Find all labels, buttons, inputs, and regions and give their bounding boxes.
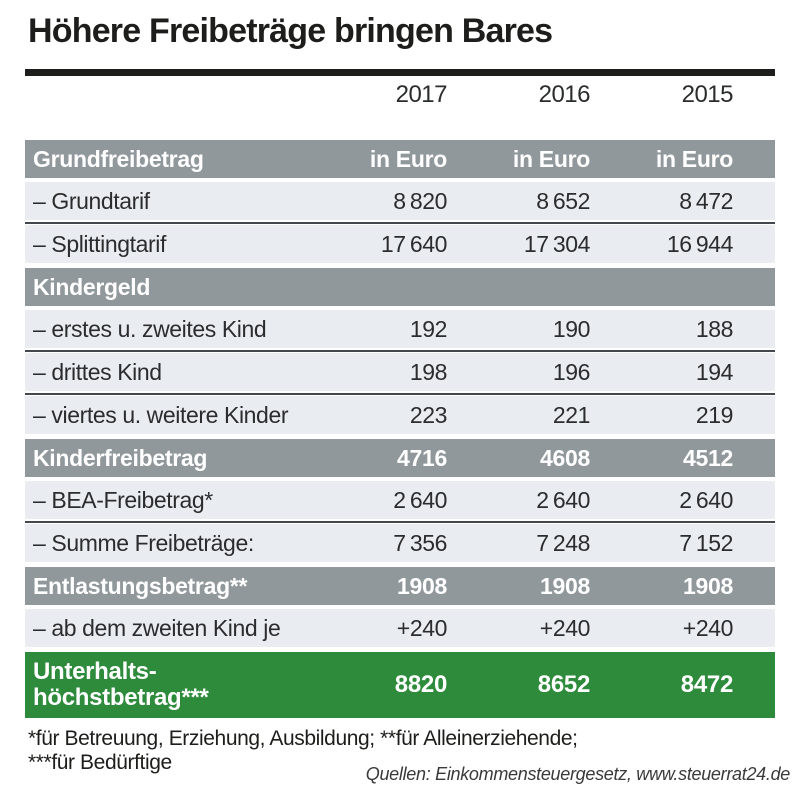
total-row-label-line-1: Unterhalts- xyxy=(33,659,157,685)
source-note: Quellen: Einkommensteuergesetz, www.steu… xyxy=(365,764,791,784)
table-section-entlastungsbetrag: Entlastungsbetrag** 1908 1908 1908 – ab … xyxy=(25,567,775,647)
row-value: +240 xyxy=(539,614,591,641)
year-label-2017: 2017 xyxy=(395,81,448,108)
row-label: – erstes u. zweites Kind xyxy=(33,315,267,342)
row-label: – Grundtarif xyxy=(33,187,150,214)
row-value: 2 640 xyxy=(679,486,733,513)
row-value: 196 xyxy=(552,358,591,385)
row-value: 223 xyxy=(409,401,448,428)
table-section-grundfreibetrag: Grundfreibetrag in Euro in Euro in Euro … xyxy=(25,140,775,263)
section-header-row: Kinderfreibetrag 4716 4608 4512 xyxy=(25,439,775,477)
table-row: – drittes Kind 198 196 194 xyxy=(25,353,775,391)
row-label: – viertes u. weitere Kinder xyxy=(33,401,289,428)
row-value: 192 xyxy=(409,315,448,342)
row-value: 8 472 xyxy=(679,187,733,214)
row-label: – drittes Kind xyxy=(33,358,162,385)
row-separator xyxy=(25,521,775,523)
table-row: – Splittingtarif 17 640 17 304 16 944 xyxy=(25,225,775,263)
section-header-row: Entlastungsbetrag** 1908 1908 1908 xyxy=(25,567,775,605)
row-label: – ab dem zweiten Kind je xyxy=(33,614,281,641)
year-header-row: 2017 2016 2015 xyxy=(25,80,775,110)
total-row-label-line-2: höchstbetrag*** xyxy=(33,684,209,711)
table-row: – viertes u. weitere Kinder 223 221 219 xyxy=(25,396,775,434)
section-header-row: Grundfreibetrag in Euro in Euro in Euro xyxy=(25,140,775,178)
page-title: Höhere Freibeträge bringen Bares xyxy=(28,12,553,50)
section-header-value: 4716 xyxy=(397,444,447,471)
section-header-label: Grundfreibetrag xyxy=(33,145,204,172)
table-row: – ab dem zweiten Kind je +240 +240 +240 xyxy=(25,609,775,647)
section-header-value: in Euro xyxy=(655,145,733,172)
year-label-2015: 2015 xyxy=(681,81,734,108)
table-row: – erstes u. zweites Kind 192 190 188 xyxy=(25,310,775,348)
section-header-value: in Euro xyxy=(369,145,447,172)
table-row: – BEA-Freibetrag* 2 640 2 640 2 640 xyxy=(25,481,775,519)
row-label: – Summe Freibeträge: xyxy=(33,529,254,556)
row-value: 2 640 xyxy=(393,486,447,513)
row-value: 221 xyxy=(552,401,591,428)
year-label-2016: 2016 xyxy=(538,81,591,108)
row-value: 8 652 xyxy=(536,187,590,214)
row-separator xyxy=(25,350,775,352)
row-value: +240 xyxy=(682,614,734,641)
row-value: 190 xyxy=(552,315,591,342)
row-value: 17 304 xyxy=(523,230,591,257)
table-section-kinderfreibetrag: Kinderfreibetrag 4716 4608 4512 – BEA-Fr… xyxy=(25,439,775,562)
footnote-line-2: ***für Bedürftige xyxy=(28,751,172,774)
row-value: 194 xyxy=(695,358,734,385)
row-value: 7 152 xyxy=(679,529,733,556)
section-header-value: 4512 xyxy=(683,444,733,471)
row-separator xyxy=(25,222,775,224)
row-separator xyxy=(25,393,775,395)
row-value: 7 356 xyxy=(393,529,447,556)
section-header-value: 1908 xyxy=(540,572,590,599)
table-section-kindergeld: Kindergeld – erstes u. zweites Kind 192 … xyxy=(25,268,775,434)
total-row: Unterhalts- höchstbetrag*** 8820 8652 84… xyxy=(25,652,775,718)
allowance-table: Grundfreibetrag in Euro in Euro in Euro … xyxy=(25,140,775,718)
row-label: – Splittingtarif xyxy=(33,230,166,257)
section-header-value: 1908 xyxy=(397,572,447,599)
row-value: 2 640 xyxy=(536,486,590,513)
section-header-value: in Euro xyxy=(512,145,590,172)
footnote-line-1: *für Betreuung, Erziehung, Ausbildung; *… xyxy=(28,727,578,750)
row-value: 16 944 xyxy=(666,230,734,257)
section-header-label: Entlastungsbetrag** xyxy=(33,572,248,599)
table-row: – Summe Freibeträge: 7 356 7 248 7 152 xyxy=(25,524,775,562)
section-header-label: Kindergeld xyxy=(33,273,151,300)
row-value: 188 xyxy=(695,315,734,342)
row-value: 17 640 xyxy=(380,230,448,257)
total-row-value: 8472 xyxy=(680,671,734,698)
row-value: 219 xyxy=(695,401,734,428)
section-header-value: 4608 xyxy=(540,444,590,471)
row-value: 7 248 xyxy=(536,529,590,556)
total-row-value: 8820 xyxy=(394,671,448,698)
section-header-label: Kinderfreibetrag xyxy=(33,444,208,471)
row-value: 198 xyxy=(409,358,448,385)
total-row-value: 8652 xyxy=(537,671,591,698)
title-rule xyxy=(25,69,775,76)
row-label: – BEA-Freibetrag* xyxy=(33,486,213,513)
row-value: 8 820 xyxy=(393,187,447,214)
total-row-label: Unterhalts- höchstbetrag*** xyxy=(25,659,304,711)
row-value: +240 xyxy=(396,614,448,641)
section-header-value: 1908 xyxy=(683,572,733,599)
section-header-row: Kindergeld xyxy=(25,268,775,306)
table-row: – Grundtarif 8 820 8 652 8 472 xyxy=(25,182,775,220)
